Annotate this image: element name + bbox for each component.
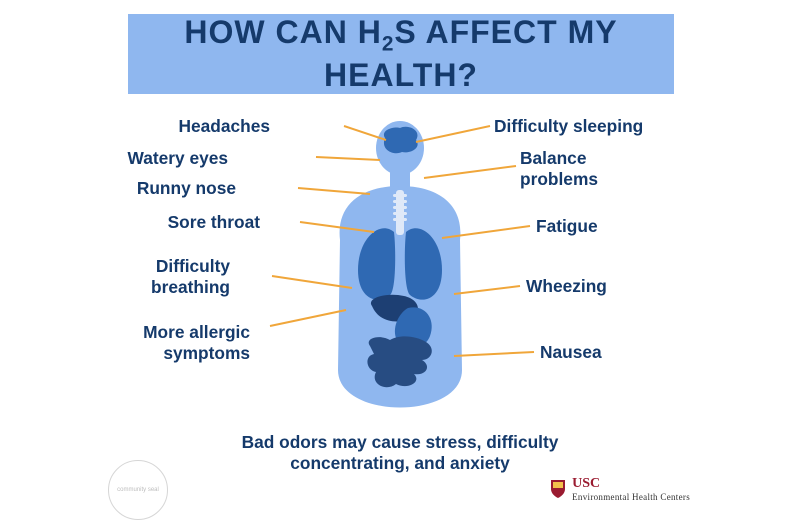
symptom-label: Fatigue xyxy=(536,216,598,237)
symptom-label: More allergic symptoms xyxy=(143,322,250,364)
title-band: HOW CAN H2S AFFECT MY HEALTH? xyxy=(128,14,674,94)
usc-main: USC xyxy=(572,476,690,492)
symptom-label: Watery eyes xyxy=(128,148,229,169)
symptom-label: Difficulty breathing xyxy=(151,256,230,298)
usc-sub: Environmental Health Centers xyxy=(572,492,690,502)
symptom-label: Sore throat xyxy=(168,212,260,233)
symptom-label: Balance problems xyxy=(520,148,598,190)
body-svg xyxy=(330,120,470,430)
symptom-label: Runny nose xyxy=(137,178,236,199)
title-text: HOW CAN H2S AFFECT MY HEALTH? xyxy=(128,14,674,93)
symptom-label: Wheezing xyxy=(526,276,607,297)
body-figure xyxy=(330,120,470,430)
shield-icon xyxy=(550,479,566,499)
brain xyxy=(384,127,418,153)
symptom-label: Headaches xyxy=(178,116,270,137)
usc-logo: USC Environmental Health Centers xyxy=(550,476,690,502)
community-seal-logo: community seal xyxy=(108,460,168,520)
usc-text: USC Environmental Health Centers xyxy=(572,476,690,502)
title-subscript: 2 xyxy=(382,33,395,56)
bottom-caption: Bad odors may cause stress, difficulty c… xyxy=(200,432,600,474)
symptom-label: Difficulty sleeping xyxy=(494,116,643,137)
title-pre: HOW CAN H xyxy=(184,14,381,50)
symptom-label: Nausea xyxy=(540,342,602,363)
neck xyxy=(390,170,410,188)
